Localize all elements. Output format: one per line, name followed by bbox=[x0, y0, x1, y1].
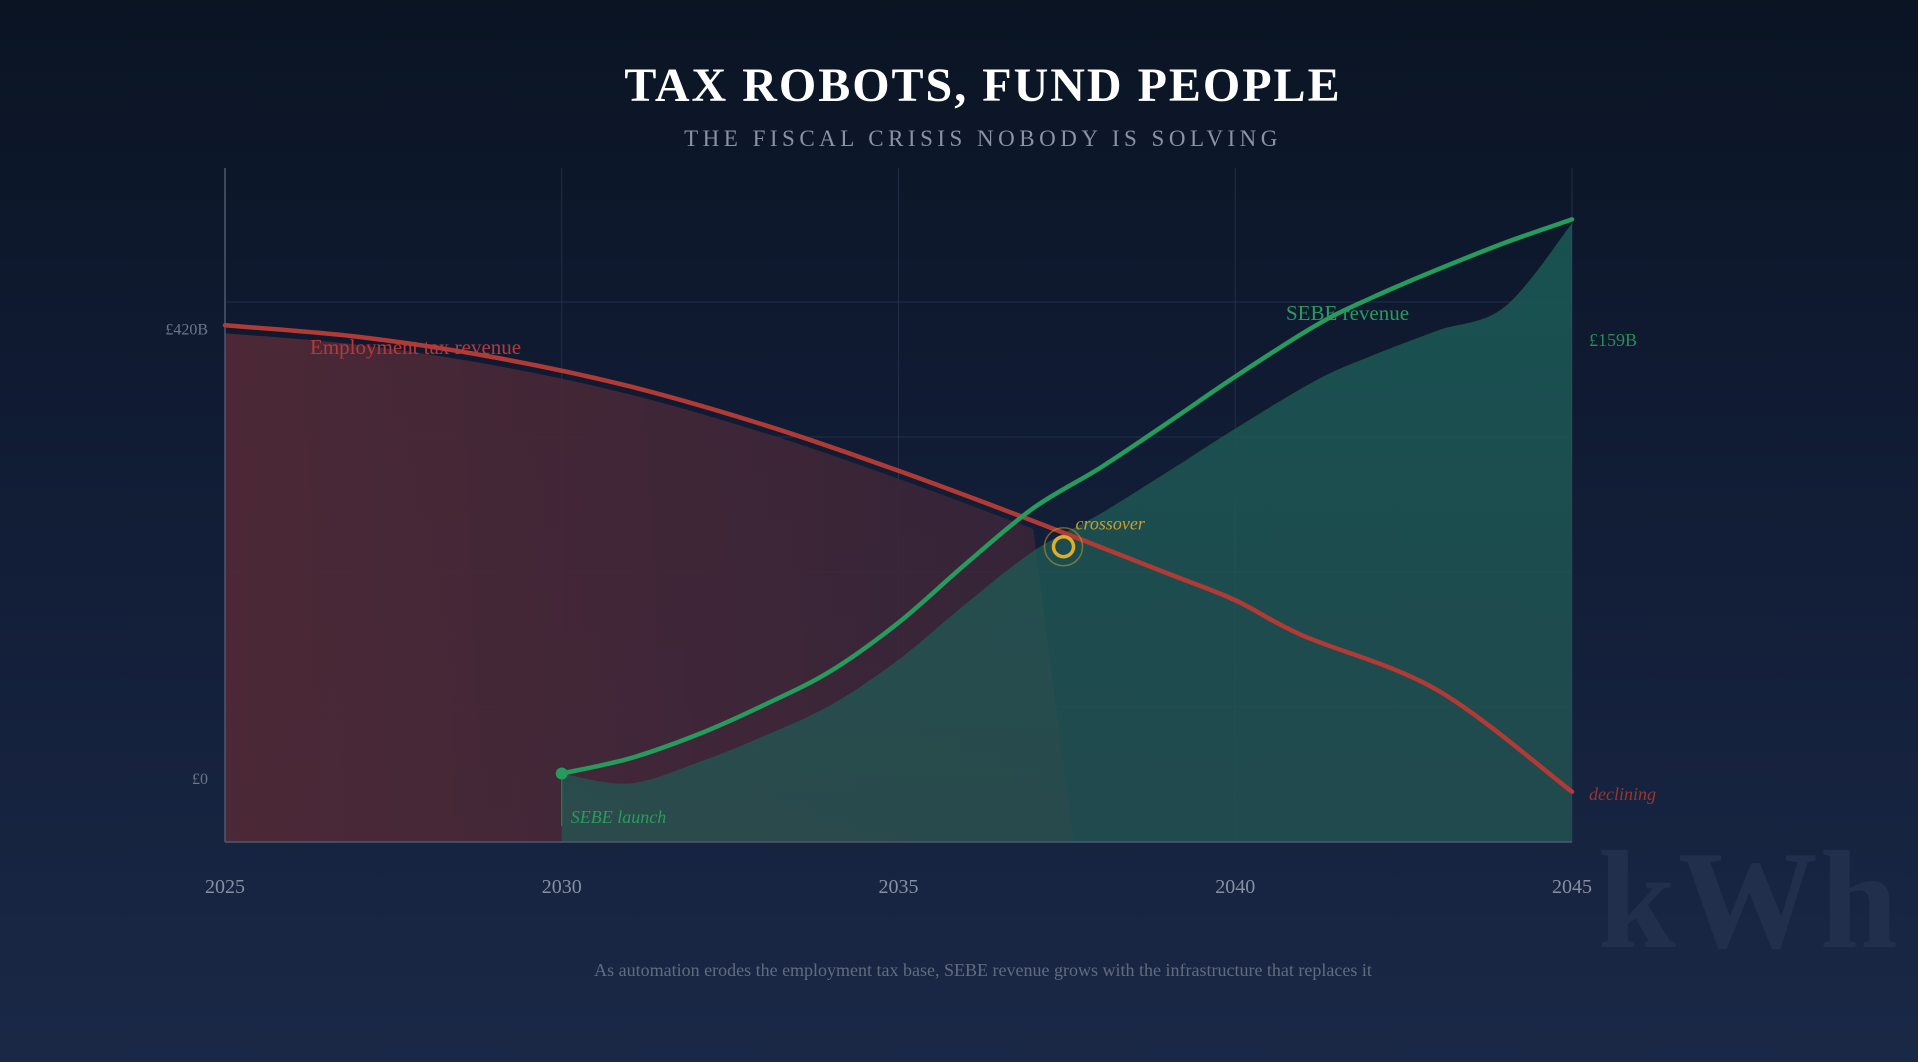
y-tick-label: £0 bbox=[192, 771, 208, 788]
sebe-end-value-label: £159B bbox=[1589, 330, 1637, 350]
employment-tax-line bbox=[222, 323, 1575, 794]
sebe-revenue-line bbox=[559, 217, 1575, 776]
x-tick-label: 2045 bbox=[1552, 876, 1592, 898]
x-tick-label: 2040 bbox=[1215, 876, 1255, 898]
crossover-outer-ring bbox=[1043, 526, 1084, 567]
crossover-marker bbox=[1051, 534, 1076, 559]
x-tick-label: 2030 bbox=[542, 876, 582, 898]
x-tick-label: 2025 bbox=[205, 876, 245, 898]
axes: 2025 2030 2035 2040 2045 £0 £420B bbox=[165, 168, 1592, 898]
crossover-label: crossover bbox=[1076, 514, 1146, 534]
y-tick-label: £420B bbox=[165, 321, 208, 338]
chart-subtitle: THE FISCAL CRISIS NOBODY IS SOLVING bbox=[684, 126, 1282, 151]
sebe-series-label: SEBE revenue bbox=[1286, 301, 1409, 325]
x-tick-label: 2035 bbox=[879, 876, 919, 898]
chart-title: TAX ROBOTS, FUND PEOPLE bbox=[624, 59, 1342, 112]
kwh-watermark: kWh bbox=[1598, 823, 1900, 978]
employment-end-label: declining bbox=[1589, 784, 1656, 804]
series-lines bbox=[222, 217, 1575, 826]
employment-series-label: Employment tax revenue bbox=[310, 335, 521, 359]
sebe-launch-label: SEBE launch bbox=[571, 807, 666, 827]
chart-labels: Employment tax revenue SEBE revenue £159B d… bbox=[310, 301, 1656, 827]
chart-caption: As automation erodes the employment tax … bbox=[594, 960, 1372, 980]
sebe-launch-dot bbox=[555, 767, 568, 780]
